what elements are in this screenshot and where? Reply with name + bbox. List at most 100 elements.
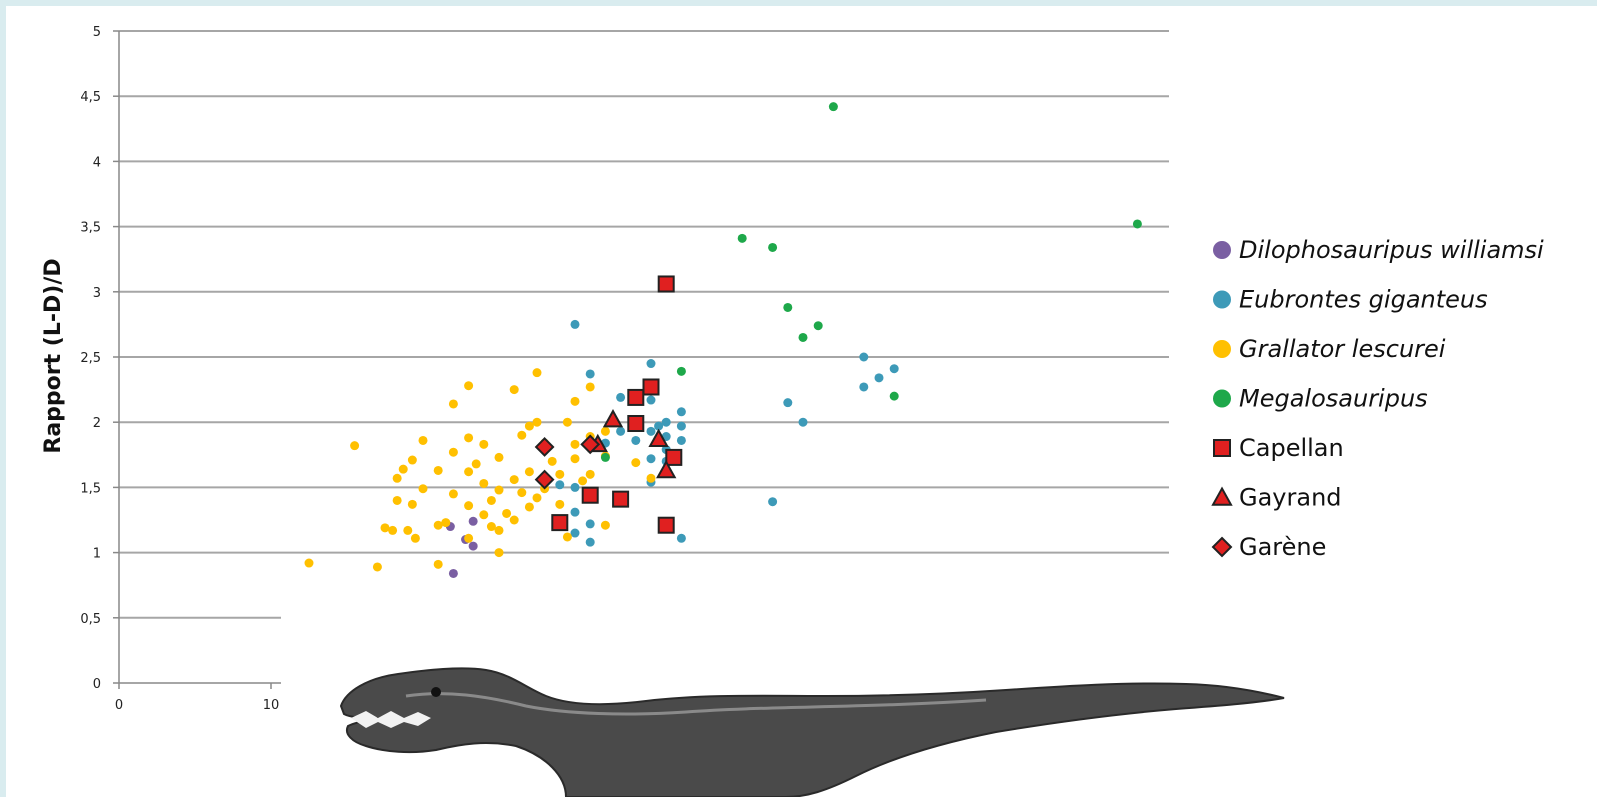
data-point	[570, 528, 580, 538]
data-point	[494, 485, 504, 495]
data-point	[534, 469, 555, 490]
data-point	[676, 533, 686, 543]
data-point	[859, 382, 869, 392]
data-point	[648, 428, 669, 447]
x-tick-label: 10	[263, 698, 280, 713]
data-point	[616, 392, 626, 402]
data-point	[464, 381, 474, 391]
legend-item: Grallator lescurei	[1213, 335, 1446, 363]
data-point	[578, 476, 588, 486]
data-point	[517, 430, 527, 440]
legend-label: Dilophosauripus williamsi	[1239, 236, 1544, 264]
data-point	[874, 373, 884, 383]
data-point	[570, 439, 580, 449]
legend-label: Megalosauripus	[1239, 385, 1428, 413]
data-point	[676, 366, 686, 376]
data-point	[464, 533, 474, 543]
data-point	[502, 508, 512, 518]
data-point	[524, 467, 534, 477]
data-point	[570, 454, 580, 464]
data-point	[737, 233, 747, 243]
y-tick-label: 0,5	[80, 612, 101, 627]
data-point	[570, 482, 580, 492]
data-point	[555, 469, 565, 479]
data-point	[661, 417, 671, 427]
data-point	[768, 497, 778, 507]
data-point	[600, 520, 610, 530]
legend-label: Grallator lescurei	[1239, 335, 1446, 363]
y-tick-label: 0	[93, 677, 101, 692]
data-point	[517, 488, 527, 498]
data-point	[570, 319, 580, 329]
data-point	[657, 516, 675, 534]
data-point	[562, 417, 572, 427]
data-point	[783, 302, 793, 312]
y-tick-label: 3	[93, 286, 101, 301]
data-point	[585, 537, 595, 547]
data-point	[646, 395, 656, 405]
data-point	[403, 525, 413, 535]
data-point	[410, 533, 420, 543]
data-point	[627, 415, 645, 433]
data-point	[627, 388, 645, 406]
data-point	[464, 501, 474, 511]
data-point	[392, 495, 402, 505]
data-point	[418, 435, 428, 445]
data-point	[486, 522, 496, 532]
y-tick-label: 2,5	[80, 351, 101, 366]
data-point	[479, 439, 489, 449]
dinosaur-illustration	[339, 667, 1285, 797]
data-point	[813, 321, 823, 331]
data-point	[562, 532, 572, 542]
data-point	[468, 541, 478, 551]
data-point	[642, 378, 660, 396]
series-2	[304, 368, 656, 572]
y-tick-label: 1	[93, 547, 101, 562]
y-tick-label: 1,5	[80, 481, 101, 496]
data-point	[532, 417, 542, 427]
data-point	[580, 434, 601, 455]
data-point	[407, 455, 417, 465]
data-point	[570, 507, 580, 517]
y-axis-label: Rapport (L-D)/D	[41, 258, 66, 453]
data-point	[494, 525, 504, 535]
data-point	[798, 417, 808, 427]
data-point	[524, 421, 534, 431]
legend-marker	[1213, 241, 1231, 259]
series-4	[551, 275, 683, 534]
legend-item: Garène	[1211, 533, 1326, 561]
data-point	[676, 407, 686, 417]
data-point	[350, 441, 360, 451]
y-tick-label: 4	[93, 155, 101, 170]
data-point	[585, 369, 595, 379]
legend-marker	[1213, 340, 1231, 358]
data-point	[479, 478, 489, 488]
legend-label: Eubrontes giganteus	[1239, 286, 1488, 314]
data-point	[631, 458, 641, 468]
data-point	[524, 502, 534, 512]
legend: Dilophosauripus williamsi Eubrontes gigan…	[1211, 236, 1544, 561]
data-point	[479, 510, 489, 520]
data-point	[768, 242, 778, 252]
data-point	[547, 456, 557, 466]
data-point	[828, 102, 838, 112]
data-point	[555, 480, 565, 490]
data-point	[433, 559, 443, 569]
data-point	[448, 489, 458, 499]
data-point	[304, 558, 314, 568]
data-point	[532, 493, 542, 503]
data-point	[570, 396, 580, 406]
legend-label: Gayrand	[1239, 484, 1342, 512]
data-point	[600, 426, 610, 436]
legend-marker	[1213, 439, 1231, 457]
dinosaur-eye	[431, 687, 441, 697]
data-point	[585, 382, 595, 392]
legend-marker	[1211, 486, 1233, 506]
data-point	[656, 459, 677, 479]
legend-item: Gayrand	[1211, 484, 1342, 512]
data-point	[494, 548, 504, 558]
legend-item: Dilophosauripus williamsi	[1213, 236, 1544, 264]
data-point	[783, 398, 793, 408]
data-point	[646, 359, 656, 369]
data-point	[448, 568, 458, 578]
